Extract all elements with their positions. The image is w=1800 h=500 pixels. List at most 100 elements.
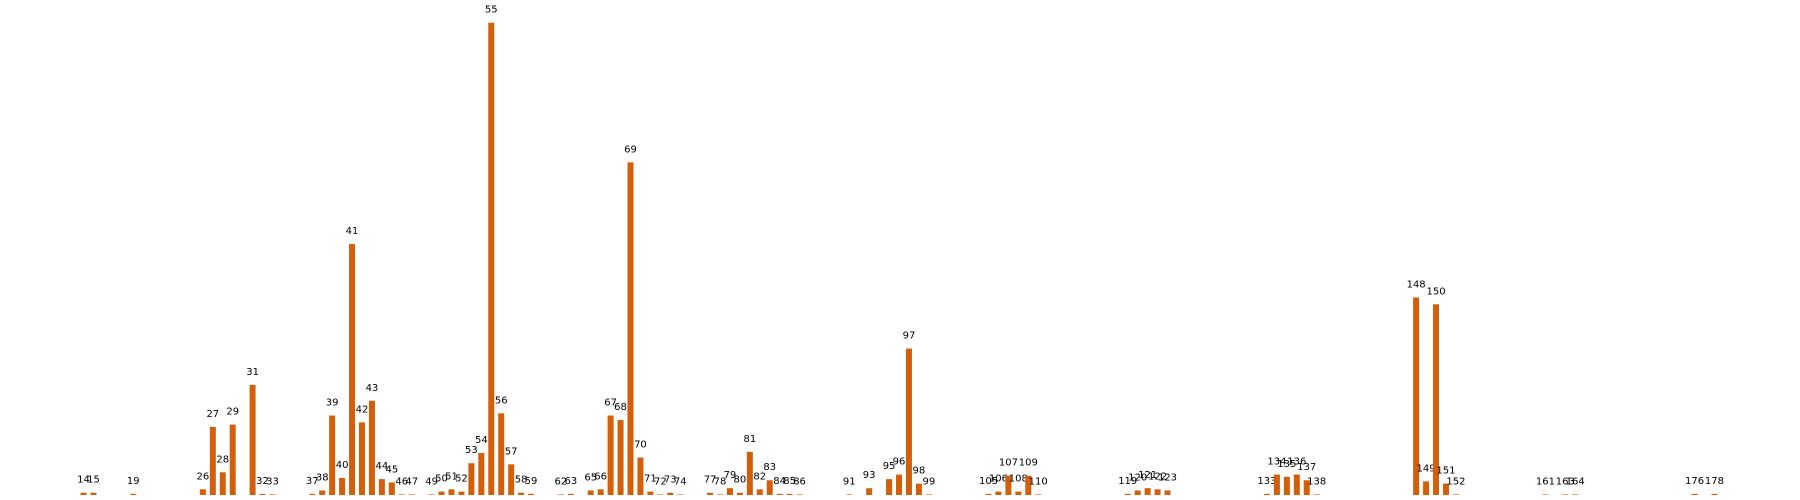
bar [358, 422, 365, 495]
bar [388, 482, 395, 495]
bar-label: 161 [1536, 476, 1555, 487]
bar-label: 14 [77, 475, 90, 486]
bar-label: 49 [425, 476, 438, 487]
bar-label: 41 [346, 226, 359, 237]
bar-label: 163 [1556, 476, 1575, 487]
bar [368, 400, 375, 495]
bar [518, 492, 525, 495]
bar-label: 134 [1267, 457, 1286, 468]
bar-label: 28 [216, 454, 229, 465]
bar-label: 74 [674, 476, 687, 487]
bar [1562, 494, 1569, 495]
bar-label: 40 [336, 460, 349, 471]
bar [1711, 493, 1718, 495]
bar [587, 490, 594, 495]
bar [1124, 493, 1131, 495]
bar-label: 96 [893, 457, 906, 468]
bar-label: 86 [793, 476, 806, 487]
bar-label: 136 [1287, 457, 1306, 468]
bar [259, 493, 266, 495]
bar [627, 162, 634, 495]
bar-label: 31 [246, 367, 259, 378]
bar [637, 457, 644, 495]
bar-label: 66 [594, 471, 607, 482]
bar [1015, 491, 1022, 495]
bar-label: 98 [913, 466, 926, 477]
bar-label: 33 [266, 476, 279, 487]
bar-label: 110 [1029, 476, 1048, 487]
bar-label: 93 [863, 470, 876, 481]
bar [1035, 494, 1042, 495]
bar [1413, 297, 1420, 495]
bar [1134, 490, 1141, 495]
bar-label: 77 [704, 475, 717, 486]
bar [607, 415, 614, 495]
bar [438, 491, 445, 495]
bar [1542, 494, 1549, 495]
bar [488, 22, 495, 496]
bar [1293, 474, 1300, 495]
bar-label: 51 [445, 471, 458, 482]
bar-label: 152 [1446, 476, 1465, 487]
bar [557, 494, 564, 495]
bar-label: 82 [753, 471, 766, 482]
bar [408, 494, 415, 495]
bar [90, 492, 97, 495]
bar [508, 464, 515, 495]
bar-label: 176 [1685, 476, 1704, 487]
bar-label: 133 [1257, 476, 1276, 487]
bar-label: 53 [465, 445, 478, 456]
bar-label: 44 [376, 461, 389, 472]
bar [1005, 475, 1012, 495]
bar [1572, 494, 1579, 495]
bar [995, 491, 1002, 495]
bar-label: 108 [1009, 474, 1028, 485]
bar-label: 148 [1407, 279, 1426, 290]
bar [528, 493, 535, 495]
bar-label: 67 [604, 398, 617, 409]
bar-label: 85 [783, 476, 796, 487]
bar-label: 19 [127, 476, 140, 487]
bar-label: 37 [306, 476, 319, 487]
bar [1164, 490, 1171, 495]
bar-label: 150 [1426, 286, 1445, 297]
bar [339, 477, 346, 495]
bar-label: 164 [1566, 476, 1585, 487]
bar-label: 27 [206, 409, 219, 420]
bar-label: 109 [1019, 458, 1038, 469]
bar [756, 489, 763, 495]
bar-label: 135 [1277, 459, 1296, 470]
bar [617, 420, 624, 495]
bar-label: 45 [385, 465, 398, 476]
bar-label: 52 [455, 474, 468, 485]
bar [428, 494, 435, 495]
bar [478, 452, 485, 495]
bar [726, 488, 733, 495]
bar [498, 413, 505, 495]
bar-label: 122 [1148, 471, 1167, 482]
bar [1313, 494, 1320, 495]
bar [657, 494, 664, 495]
bar-label: 97 [903, 331, 916, 342]
bar-label: 119 [1118, 476, 1137, 487]
bar [1452, 494, 1459, 495]
bar-label: 81 [743, 434, 756, 445]
bar [925, 494, 932, 495]
bar [766, 480, 773, 495]
bar-label: 43 [366, 383, 379, 394]
bar-label: 54 [475, 435, 488, 446]
bar-label: 137 [1297, 462, 1316, 473]
bar-label: 63 [564, 476, 577, 487]
bar-label: 91 [843, 476, 856, 487]
bar [717, 494, 723, 495]
bar-label: 79 [724, 470, 737, 481]
bar [846, 494, 853, 495]
bar [1433, 304, 1440, 495]
bar-label: 70 [634, 440, 647, 451]
bar [1423, 481, 1430, 495]
bar [269, 494, 276, 495]
bar [1263, 493, 1270, 495]
bar-label: 26 [197, 471, 210, 482]
bar-label: 39 [326, 398, 339, 409]
bar [458, 491, 465, 495]
